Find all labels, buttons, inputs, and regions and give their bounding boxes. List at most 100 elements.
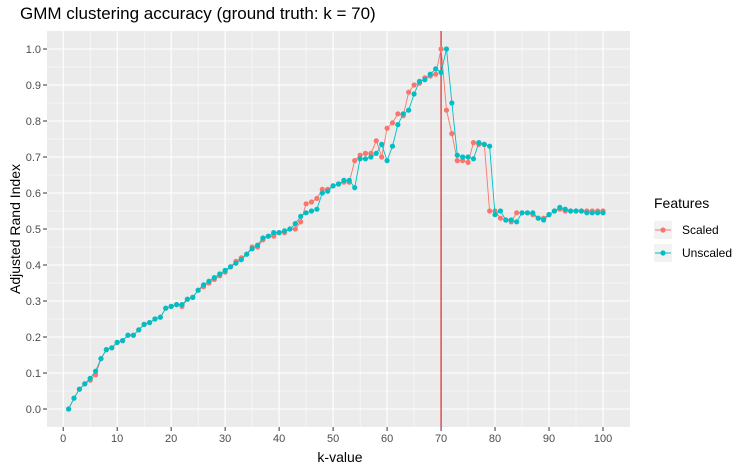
data-point-unscaled (314, 206, 320, 212)
data-point-unscaled (82, 381, 88, 387)
data-point-unscaled (71, 395, 77, 401)
legend-label-unscaled: Unscaled (682, 246, 732, 260)
data-point-unscaled (238, 257, 244, 263)
data-point-unscaled (589, 210, 595, 216)
data-point-unscaled (200, 282, 207, 288)
data-point-unscaled (303, 210, 309, 216)
data-point-scaled (373, 138, 379, 144)
legend-item-unscaled: Unscaled (654, 244, 732, 262)
data-point-unscaled (497, 208, 504, 214)
data-point-unscaled (595, 210, 601, 216)
data-point-unscaled (184, 296, 190, 302)
data-point-scaled (443, 107, 450, 113)
data-point-unscaled (168, 303, 174, 309)
data-point-unscaled (335, 181, 342, 187)
x-tick-label: 80 (489, 433, 501, 445)
data-point-unscaled (260, 235, 266, 241)
data-point-unscaled (406, 107, 412, 113)
data-point-scaled (357, 152, 363, 158)
x-tick-label: 70 (435, 433, 447, 445)
data-point-scaled (319, 186, 325, 192)
data-point-unscaled (546, 212, 552, 218)
legend: Features Scaled Unscaled (654, 195, 732, 262)
data-point-unscaled (233, 260, 239, 266)
data-point-unscaled (427, 71, 433, 77)
data-point-unscaled (492, 212, 498, 218)
data-point-scaled (368, 150, 374, 156)
data-point-unscaled (76, 386, 82, 392)
data-point-scaled (292, 226, 298, 232)
data-point-unscaled (379, 141, 385, 147)
data-point-unscaled (470, 156, 477, 162)
data-point-unscaled (476, 140, 482, 146)
data-point-scaled (298, 219, 304, 225)
data-point-unscaled (146, 320, 153, 326)
data-point-unscaled (530, 210, 536, 216)
data-point-unscaled (254, 242, 261, 248)
data-point-unscaled (325, 188, 331, 194)
data-point-scaled (379, 154, 385, 160)
data-point-unscaled (249, 246, 255, 252)
data-point-unscaled (281, 228, 288, 234)
data-point-unscaled (298, 213, 304, 219)
data-point-scaled (362, 150, 369, 156)
data-point-unscaled (330, 183, 336, 189)
data-point-unscaled (92, 368, 99, 374)
y-tick-label: 0.6 (26, 188, 41, 200)
x-tick-label: 90 (543, 433, 555, 445)
data-point-unscaled (352, 185, 358, 191)
data-point-unscaled (535, 215, 541, 221)
data-point-unscaled (433, 66, 439, 72)
data-point-unscaled (157, 314, 163, 320)
data-point-unscaled (454, 152, 460, 158)
data-point-scaled (465, 159, 471, 165)
data-point-unscaled (114, 339, 120, 345)
gridlines (47, 31, 630, 427)
data-point-scaled (411, 82, 417, 88)
data-point-unscaled (244, 251, 250, 257)
data-point-unscaled (411, 91, 417, 97)
data-point-unscaled (573, 208, 579, 214)
data-point-scaled (352, 158, 358, 164)
data-point-unscaled (130, 332, 136, 338)
data-point-scaled (389, 120, 396, 126)
data-point-unscaled (422, 77, 428, 83)
data-point-unscaled (357, 156, 363, 162)
data-point-scaled (470, 140, 477, 146)
data-point-unscaled (179, 302, 185, 308)
data-point-scaled (406, 89, 412, 95)
data-point-unscaled (519, 210, 525, 216)
data-point-unscaled (524, 210, 531, 216)
data-point-scaled (308, 199, 315, 205)
data-point-unscaled (227, 264, 234, 270)
data-point-unscaled (136, 327, 142, 333)
data-point-unscaled (141, 321, 147, 327)
data-point-unscaled (276, 230, 282, 236)
x-axis-title: k-value (317, 449, 362, 465)
data-point-unscaled (152, 316, 158, 322)
y-axis-title: Adjusted Rand Index (7, 164, 23, 294)
data-point-unscaled (119, 338, 126, 344)
data-point-unscaled (514, 219, 520, 225)
data-point-unscaled (416, 78, 423, 84)
data-point-unscaled (362, 156, 369, 162)
x-tick-label: 50 (327, 433, 339, 445)
y-tick-label: 0.8 (26, 116, 41, 128)
data-point-unscaled (541, 217, 547, 223)
data-point-unscaled (346, 177, 352, 183)
data-point-scaled (487, 208, 493, 214)
data-point-unscaled (206, 278, 212, 284)
data-point-unscaled (87, 375, 93, 381)
data-point-unscaled (163, 305, 169, 311)
data-point-scaled (384, 125, 390, 131)
data-point-unscaled (98, 356, 104, 362)
y-tick-label: 0.1 (26, 368, 41, 380)
y-tick-label: 0.9 (26, 80, 41, 92)
y-tick-label: 0.7 (26, 152, 41, 164)
data-point-unscaled (568, 208, 574, 214)
x-tick-label: 10 (111, 433, 123, 445)
data-point-unscaled (551, 208, 558, 214)
data-point-unscaled (368, 154, 374, 160)
data-point-unscaled (292, 221, 298, 227)
